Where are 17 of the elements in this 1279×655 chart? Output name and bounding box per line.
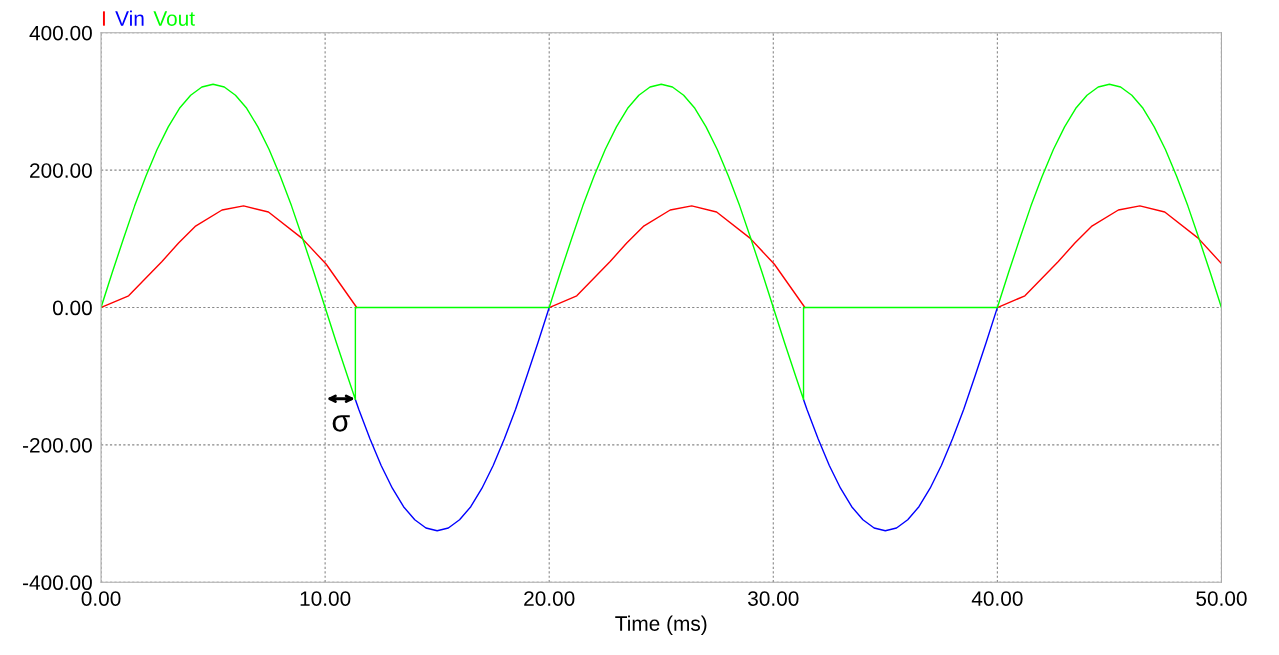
x-axis-title: Time (ms)	[615, 615, 707, 636]
y-tick-label: 400.00	[29, 25, 92, 41]
text: Vin	[115, 10, 144, 26]
text: Vout	[153, 11, 195, 26]
y-tick-label: 0.00	[52, 300, 92, 316]
x-tick-label: 30.00	[748, 591, 799, 606]
y-tick-label: -400.00	[22, 575, 92, 591]
x-tick-label: 10.00	[300, 591, 351, 606]
annotation: σ	[332, 415, 350, 432]
x-tick-label: 0.00	[81, 591, 121, 606]
y-tick-label: -200.00	[22, 437, 92, 453]
line-series	[101, 83, 1222, 401]
x-tick-label: 50.00	[1196, 591, 1247, 606]
x-tick-label: 20.00	[524, 591, 575, 606]
y-tick-label: 200.00	[30, 163, 92, 178]
x-tick-label: 40.00	[971, 591, 1023, 606]
text: I	[102, 11, 105, 26]
